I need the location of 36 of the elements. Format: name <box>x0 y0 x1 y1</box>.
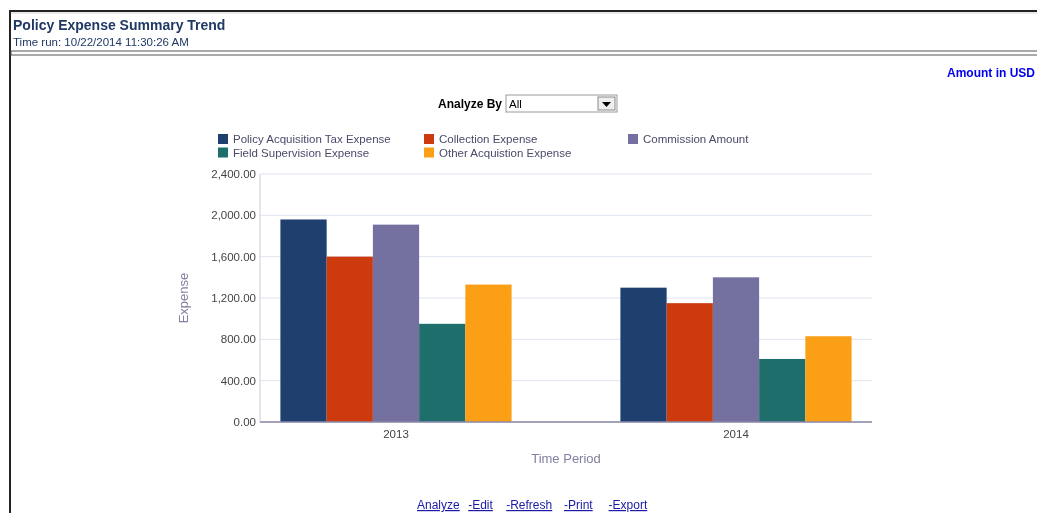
x-tick-label: 2014 <box>723 428 750 440</box>
x-axis-title: Time Period <box>531 451 601 466</box>
text: Time run: 10/22/2014 11:30:26 AM <box>13 36 189 48</box>
legend-label: Commission Amount <box>643 133 750 145</box>
legend-label: Field Supervision Expense <box>233 146 370 159</box>
text: -Export <box>608 498 648 512</box>
y-tick-label: 2,000.00 <box>211 209 256 222</box>
y-tick-label: 800.00 <box>220 333 256 346</box>
legend-label: Policy Acquisition Tax Expense <box>233 133 391 145</box>
bar <box>620 287 667 422</box>
legend-label: Collection Expense <box>439 133 538 145</box>
y-axis-title: Expense <box>176 272 191 324</box>
text: Analyze <box>417 498 461 512</box>
bar <box>280 219 327 422</box>
text: -Refresh <box>506 498 553 512</box>
bar <box>712 277 760 422</box>
text: Policy Expense Summary Trend <box>13 17 226 33</box>
y-tick-label: 1,200.00 <box>211 292 256 304</box>
bar <box>326 256 373 422</box>
y-tick-label: 0.00 <box>233 416 256 428</box>
text: -Print <box>564 498 594 512</box>
text: Amount in USD <box>947 66 1036 80</box>
y-tick-label: 1,600.00 <box>211 250 256 263</box>
bar <box>419 323 466 422</box>
bar <box>759 358 806 422</box>
bar <box>372 224 420 422</box>
y-tick-label: 400.00 <box>220 374 256 387</box>
y-tick-label: 2,400.00 <box>211 168 256 180</box>
bar <box>805 336 852 422</box>
bar <box>465 284 512 422</box>
text: -Edit <box>468 498 494 512</box>
text: Analyze By <box>437 97 503 111</box>
text: All <box>509 98 522 110</box>
x-tick-label: 2013 <box>383 428 409 440</box>
bar <box>666 303 713 422</box>
legend-label: Other Acquistion Expense <box>439 146 572 159</box>
